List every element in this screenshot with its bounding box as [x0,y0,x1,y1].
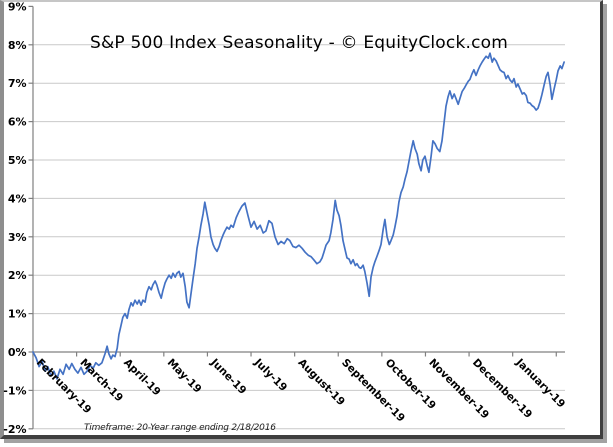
axis-labels: 9%8%7%6%5%4%3%2%1%0%-1%-2%February-19Mar… [3,0,567,435]
y-axis-label: 8% [8,39,27,52]
y-axis-label: -2% [3,423,26,436]
seasonality-line [32,52,565,380]
timeframe-note: Timeframe: 20-Year range ending 2/18/201… [84,423,276,433]
y-axis-label: 2% [8,269,27,282]
chart-frame [0,0,603,439]
y-axis-label: 5% [8,154,27,167]
x-axis-label: May-19 [165,357,204,396]
axes [28,5,565,430]
y-axis-label: -1% [3,384,26,397]
chart-title: S&P 500 Index Seasonality - © EquityCloc… [89,33,509,53]
y-axis-label: 9% [8,0,27,13]
x-axis-label: April-19 [121,357,163,399]
price-line-series [32,52,565,380]
y-axis-label: 3% [8,231,27,244]
y-axis-label: 4% [8,192,27,205]
y-axis-label: 1% [8,308,27,321]
y-axis-label: 6% [8,116,27,129]
gridlines [33,44,565,430]
y-axis-label: 0% [8,346,27,359]
x-axis-label: July-19 [251,356,289,394]
y-axis-label: 7% [8,77,27,90]
